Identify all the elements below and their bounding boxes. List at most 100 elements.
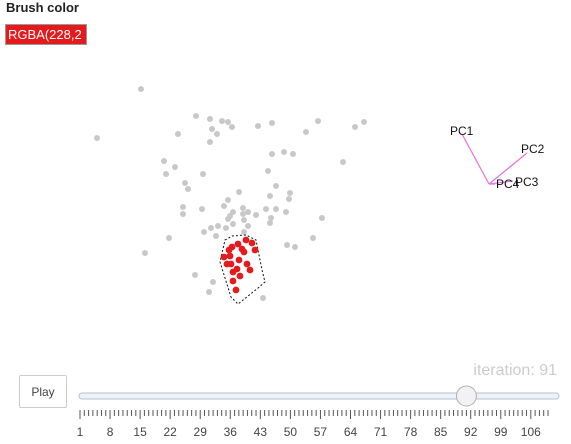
point-48 [267,220,273,226]
point-56 [284,242,290,248]
point-24 [340,159,346,165]
point-14 [229,124,235,130]
point-2 [175,131,181,137]
point-8 [180,204,186,210]
selected-point-12 [229,268,237,276]
slider-tick-label-4: 29 [194,425,208,439]
axis-label-pc1: PC1 [450,124,474,138]
tour-plot[interactable]: PC1 PC2 PC3 PC4 [0,60,571,360]
point-37 [245,209,251,215]
point-40 [253,212,259,218]
selected-point-4 [226,252,234,260]
point-15 [209,126,215,132]
point-49 [319,215,325,221]
point-30 [263,206,269,212]
point-62 [210,279,216,285]
point-11 [207,116,213,122]
point-17 [207,139,213,145]
selected-point-11 [246,266,254,274]
slider-tick-label-1: 8 [107,425,114,439]
slider-tick-label-8: 57 [314,425,328,439]
slider-tick-label-11: 78 [404,425,418,439]
point-33 [287,190,293,196]
point-57 [292,244,298,250]
selected-point-2 [248,239,256,247]
selected-point-16 [223,260,231,268]
point-35 [221,203,227,209]
point-10 [193,113,199,119]
point-9 [180,211,186,217]
selected-points [220,236,259,294]
point-43 [230,221,236,227]
axes-widget: PC1 PC2 PC3 PC4 [450,124,545,191]
point-68 [245,223,251,229]
point-50 [201,229,207,235]
point-1 [138,86,144,92]
slider-tick-label-12: 85 [434,425,448,439]
selected-point-6 [220,253,228,261]
axis-pc2-line [488,152,528,185]
point-5 [172,164,178,170]
point-26 [281,149,287,155]
point-3 [161,158,167,164]
slider-tick-label-14: 99 [494,425,508,439]
point-20 [315,118,321,124]
selected-point-18 [234,240,242,248]
point-61 [192,272,198,278]
point-41 [199,206,205,212]
play-button[interactable]: Play [19,375,67,408]
iteration-readout: iteration: 91 [473,362,557,379]
point-59 [166,235,172,241]
point-32 [286,196,292,202]
point-34 [225,197,231,203]
point-16 [214,131,220,137]
selected-point-17 [251,246,259,254]
point-46 [268,215,274,221]
slider-tick-label-6: 43 [254,425,268,439]
point-23 [361,119,367,125]
slider-track[interactable] [78,392,560,400]
axis-label-pc2: PC2 [521,142,545,156]
point-13 [225,119,231,125]
point-58 [310,235,316,241]
point-65 [200,171,206,177]
point-21 [303,129,309,135]
selected-point-1 [242,236,250,244]
point-0 [94,135,100,141]
selected-point-5 [240,248,248,256]
slider-handle[interactable] [455,385,477,407]
point-60 [142,250,148,256]
point-28 [265,168,271,174]
point-55 [241,217,247,223]
slider-tick-label-10: 71 [374,425,388,439]
selected-point-10 [243,260,251,268]
brush-color-label: Brush color [6,0,79,15]
selected-point-14 [229,277,237,285]
point-27 [290,151,296,157]
point-7 [185,186,191,192]
slider-tick-label-2: 15 [133,425,147,439]
selected-point-15 [232,286,240,294]
point-63 [206,289,212,295]
point-44 [241,229,247,235]
point-29 [273,183,279,189]
point-19 [269,120,275,126]
point-47 [283,209,289,215]
slider-tick-label-13: 92 [464,425,478,439]
point-51 [208,225,214,231]
point-22 [352,124,358,130]
axis-label-pc4: PC4 [496,177,520,191]
slider-tick-label-15: 106 [521,425,541,439]
point-25 [269,151,275,157]
point-6 [182,180,188,186]
slider-tick-label-9: 64 [344,425,358,439]
iteration-slider[interactable]: 1 8 15 22 29 36 43 50 57 64 71 78 85 92 99 106 [0,384,571,444]
axis-pc1-line [461,133,490,185]
axis-label-pc3: PC3 [515,175,539,189]
brush-color-input[interactable]: RGBA(228,2 [5,24,87,45]
point-52 [213,233,219,239]
point-67 [223,225,229,231]
point-45 [273,206,279,212]
point-39 [240,211,246,217]
point-64 [260,295,266,301]
